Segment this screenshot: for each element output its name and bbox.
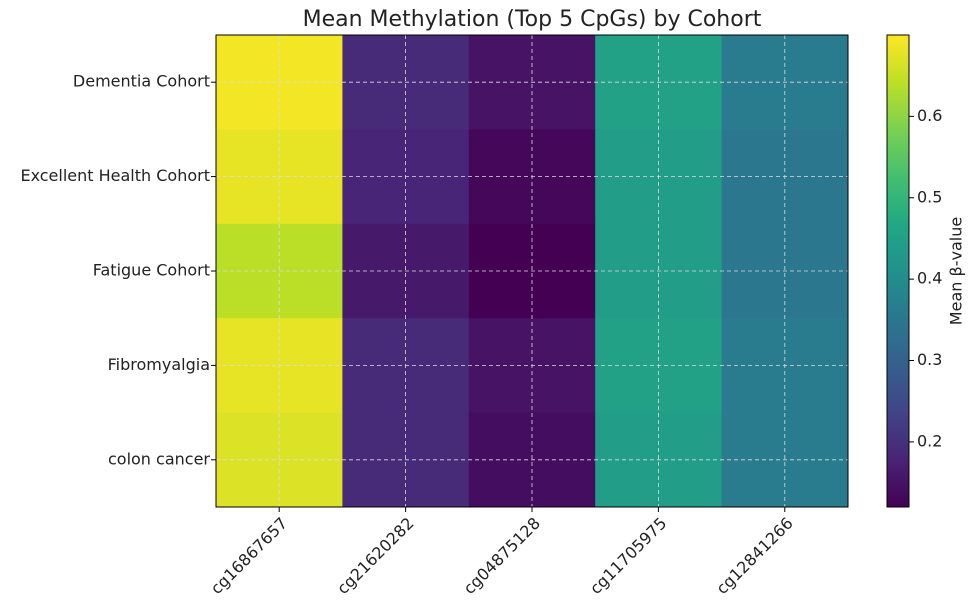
colorbar-label: Mean β-value xyxy=(947,217,966,325)
y-tick-label: Fibromyalgia xyxy=(108,355,210,374)
x-tick-label: cg12841266 xyxy=(712,514,796,598)
y-tick-label: Excellent Health Cohort xyxy=(20,166,210,185)
colorbar xyxy=(886,34,910,508)
colorbar-tick-label: 0.3 xyxy=(917,350,942,369)
y-tick-label: Dementia Cohort xyxy=(73,72,210,91)
x-tick-label: cg16867657 xyxy=(207,514,291,598)
y-tick-label: Fatigue Cohort xyxy=(93,261,210,280)
colorbar-tick-label: 0.2 xyxy=(917,431,942,450)
y-tick-label: colon cancer xyxy=(108,449,210,468)
colorbar-tick-label: 0.6 xyxy=(917,106,942,125)
x-tick-label: cg11705975 xyxy=(586,514,670,598)
x-tick-label: cg04875128 xyxy=(460,514,544,598)
colorbar-tick-label: 0.4 xyxy=(917,269,942,288)
chart-title: Mean Methylation (Top 5 CpGs) by Cohort xyxy=(303,7,762,32)
colorbar-tick-label: 0.5 xyxy=(917,187,942,206)
x-tick-label: cg21620282 xyxy=(333,514,417,598)
